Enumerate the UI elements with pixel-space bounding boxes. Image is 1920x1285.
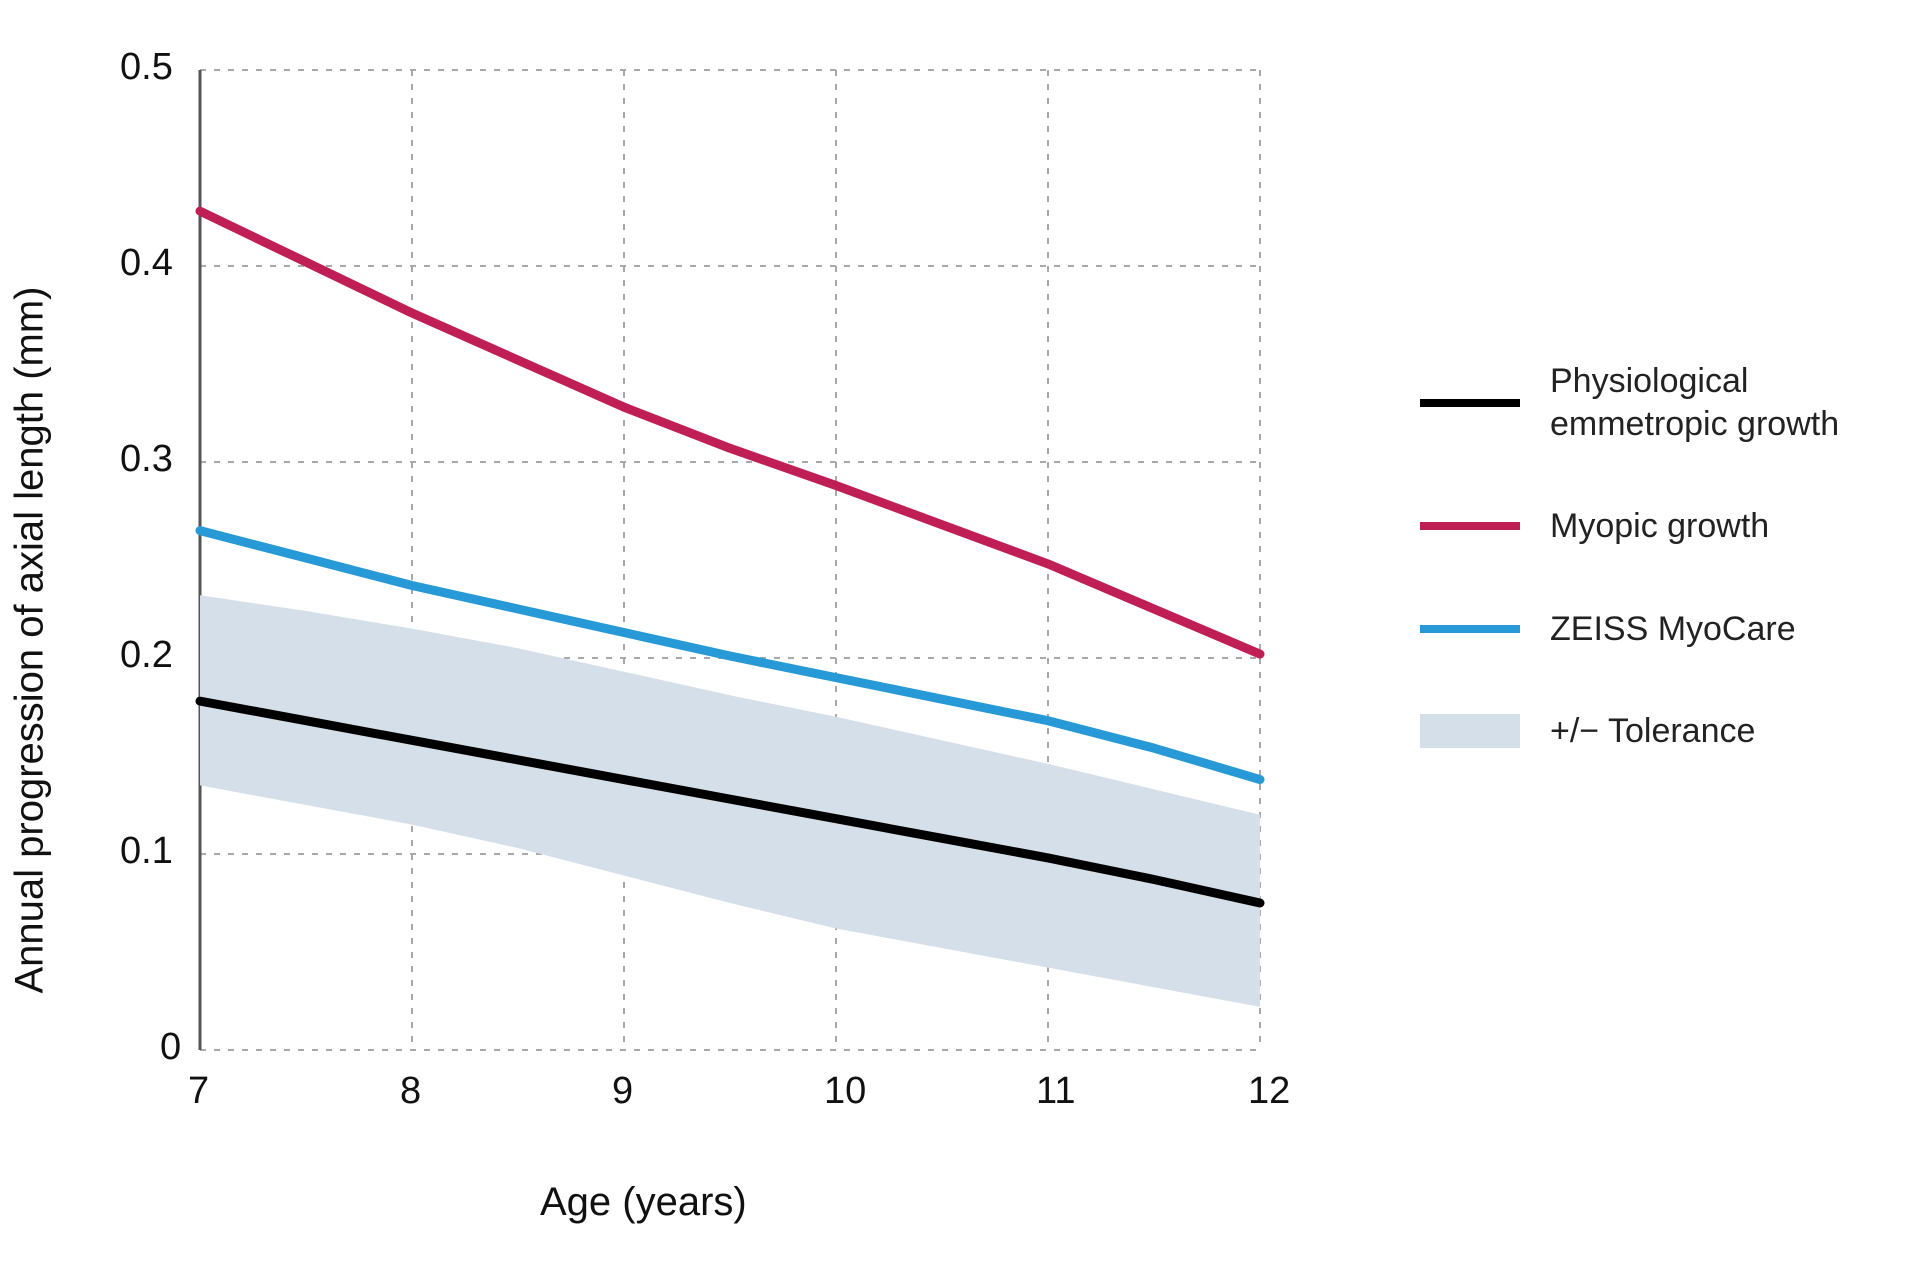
legend-item-tolerance: +/− Tolerance [1420, 710, 1839, 753]
y-tick-label: 0.3 [120, 438, 173, 481]
legend-label-myocare: ZEISS MyoCare [1550, 608, 1796, 651]
chart-container: Annual progression of axial length (mm) … [0, 0, 1920, 1280]
y-tick-label: 0.2 [120, 634, 173, 677]
y-tick-label: 0.5 [120, 46, 173, 89]
legend-swatch-tolerance [1420, 714, 1520, 748]
x-tick-label: 12 [1248, 1070, 1290, 1113]
x-tick-label: 11 [1036, 1070, 1075, 1113]
legend-item-myopic: Myopic growth [1420, 505, 1839, 548]
y-tick-label: 0.4 [120, 242, 173, 285]
y-tick-label: 0 [160, 1026, 181, 1069]
legend-swatch-myopic [1420, 522, 1520, 530]
x-tick-label: 10 [824, 1070, 866, 1113]
x-tick-label: 7 [188, 1070, 209, 1113]
x-axis-label: Age (years) [540, 1180, 747, 1225]
legend-label-myopic: Myopic growth [1550, 505, 1769, 548]
legend: Physiological emmetropic growth Myopic g… [1420, 360, 1839, 813]
legend-item-physio: Physiological emmetropic growth [1420, 360, 1839, 445]
legend-label-physio: Physiological emmetropic growth [1550, 360, 1839, 445]
legend-item-myocare: ZEISS MyoCare [1420, 608, 1839, 651]
x-tick-label: 8 [400, 1070, 421, 1113]
y-axis-label: Annual progression of axial length (mm) [8, 286, 53, 993]
legend-swatch-physio [1420, 399, 1520, 407]
legend-swatch-myocare [1420, 625, 1520, 633]
legend-label-tolerance: +/− Tolerance [1550, 710, 1755, 753]
y-tick-label: 0.1 [120, 830, 173, 873]
x-tick-label: 9 [612, 1070, 633, 1113]
